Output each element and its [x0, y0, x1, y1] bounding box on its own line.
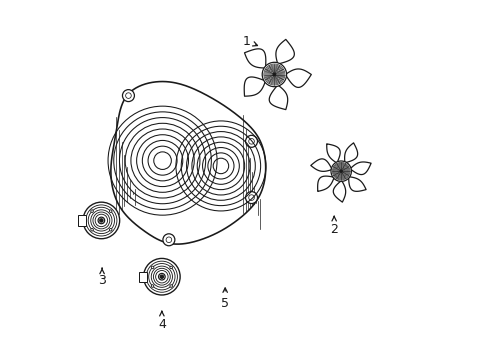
Circle shape — [340, 170, 342, 172]
Text: 2: 2 — [329, 216, 337, 236]
Circle shape — [262, 62, 286, 87]
Circle shape — [163, 234, 175, 246]
Polygon shape — [244, 49, 265, 68]
Polygon shape — [78, 215, 86, 226]
Polygon shape — [326, 144, 340, 163]
Polygon shape — [139, 271, 146, 282]
Polygon shape — [244, 77, 265, 96]
Circle shape — [122, 90, 134, 102]
Text: 3: 3 — [98, 268, 106, 287]
Circle shape — [158, 273, 165, 280]
Polygon shape — [310, 159, 331, 171]
Circle shape — [91, 229, 93, 231]
Circle shape — [273, 73, 275, 76]
Polygon shape — [111, 81, 265, 244]
Text: 5: 5 — [221, 288, 229, 310]
Circle shape — [245, 192, 257, 203]
Polygon shape — [275, 39, 294, 64]
Circle shape — [143, 258, 180, 295]
Circle shape — [330, 161, 351, 181]
Circle shape — [151, 285, 154, 287]
Polygon shape — [349, 162, 370, 175]
Polygon shape — [285, 69, 311, 87]
Polygon shape — [344, 143, 357, 163]
Circle shape — [245, 135, 257, 147]
Polygon shape — [269, 85, 287, 109]
Circle shape — [160, 275, 163, 278]
Polygon shape — [348, 177, 366, 192]
Circle shape — [109, 210, 112, 212]
Circle shape — [100, 219, 103, 222]
Text: 1: 1 — [242, 35, 257, 48]
Polygon shape — [333, 180, 345, 202]
Circle shape — [169, 285, 172, 287]
Circle shape — [83, 202, 120, 239]
Circle shape — [91, 210, 93, 212]
Polygon shape — [317, 176, 334, 192]
Circle shape — [98, 217, 104, 224]
Circle shape — [151, 266, 154, 269]
Circle shape — [169, 266, 172, 269]
Circle shape — [109, 229, 112, 231]
Text: 4: 4 — [158, 311, 165, 331]
